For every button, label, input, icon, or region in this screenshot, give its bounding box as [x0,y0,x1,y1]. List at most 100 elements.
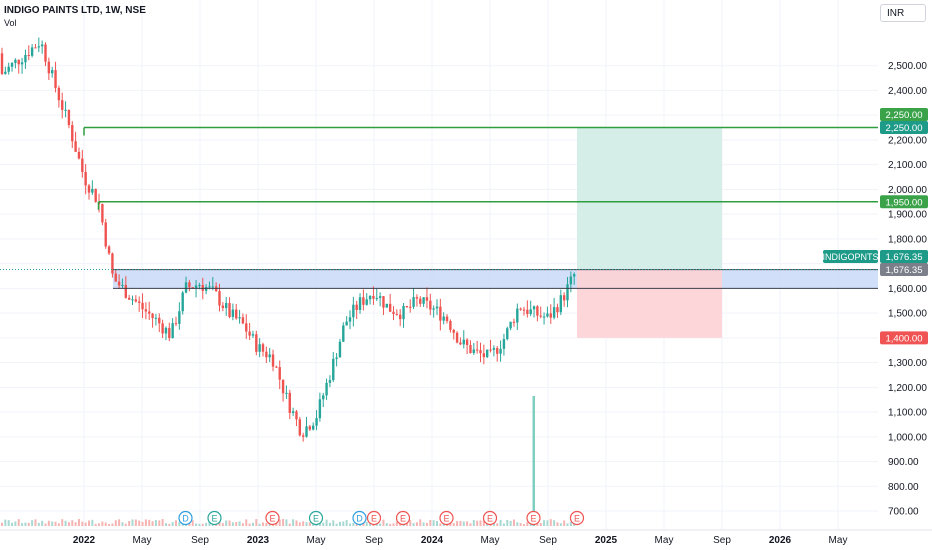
candle-body [415,297,419,299]
candle-body [519,308,522,310]
volume-bar [251,522,254,526]
candle-body [114,273,117,282]
volume-bar [84,522,87,526]
volume-bar [178,522,181,526]
x-tick-label: May [655,535,674,546]
event-marker-E [308,510,324,526]
volume-bar [365,521,368,526]
volume-bar [349,523,351,526]
candle-body [57,87,61,101]
candle-body [562,295,566,301]
volume-bar [523,523,525,526]
candle-body [107,246,111,254]
event-letter: E [400,514,406,524]
volume-bar [436,521,438,526]
candle-body [536,306,539,316]
candle-body [74,141,77,152]
volume-bar [74,522,77,526]
candle-body [188,282,191,288]
candle-body [546,313,549,317]
volume-bar [34,519,37,526]
candle-body [502,339,506,349]
candle-body [398,314,402,320]
event-letter: E [269,514,275,524]
volume-bar [275,522,278,526]
candle-body [251,334,255,336]
candle-body [559,295,563,313]
candle-body [556,307,559,313]
candle-body [194,285,198,289]
volume-bar [208,520,211,526]
candle-body [362,297,365,305]
candle-body [465,339,469,346]
volume-bar [171,522,174,526]
candle-body [475,349,479,351]
y-tick-label: 1,500.00 [888,309,927,320]
volume-bar [569,521,572,526]
volume-bar [509,520,512,526]
candle-body [14,59,17,63]
volume-bar [198,523,201,526]
volume-bar [121,522,124,526]
x-tick-label: 2022 [73,535,96,546]
volume-bar [47,520,50,526]
candle-body [104,222,107,247]
currency-selector[interactable]: INR [880,4,926,22]
candle-body [295,411,298,420]
volume-bar [302,521,305,526]
candle-body [50,70,54,74]
volume-bar [278,519,281,526]
symbol-tag-bg [823,249,878,263]
candle-body [218,291,221,306]
candle-body [422,297,425,304]
candle-body [479,350,482,354]
candle-body [301,435,305,437]
event-letter: D [182,514,189,524]
candle-body [275,366,278,368]
candle-body [40,44,44,47]
candle-body [409,306,412,308]
volume-bar [268,523,271,526]
volume-bar [161,519,164,526]
candle-body [459,342,462,345]
y-tick-label: 1,600.00 [888,284,927,295]
candle-body [569,276,573,285]
volume-bar [51,521,54,526]
volume-bar [529,523,532,526]
symbol-tag: INDIGOPNTS [822,252,878,262]
volume-bar [452,523,455,526]
candle-body [496,348,499,354]
price-label: 1,676.35 [886,252,923,263]
candle-body [231,309,235,317]
candle-body [158,317,161,324]
volume-bar [322,522,325,526]
volume-bar [512,519,515,526]
candle-body [148,311,151,314]
candle-body [271,354,275,367]
volume-bar [409,520,412,526]
candle-body [291,411,295,413]
x-tick-label: May [829,535,848,546]
candle-body [412,297,415,307]
candle-body [375,298,378,300]
volume-bar [151,521,154,526]
candle-body [261,344,265,352]
volume-bar [235,522,238,526]
volume-bar [221,523,224,526]
volume-bar [241,523,244,526]
event-letter: E [574,514,580,524]
candle-body [184,282,188,293]
candle-body [30,47,34,56]
candle-body [211,286,215,288]
volume-bar [138,520,141,526]
candle-body [368,295,372,300]
volume-bar [369,522,372,526]
x-tick-label: Sep [191,535,209,546]
volume-bar [148,519,151,526]
level-lines [0,126,878,289]
volume-bar [476,520,479,526]
volume-bar [262,522,264,526]
candle-body [322,395,325,400]
